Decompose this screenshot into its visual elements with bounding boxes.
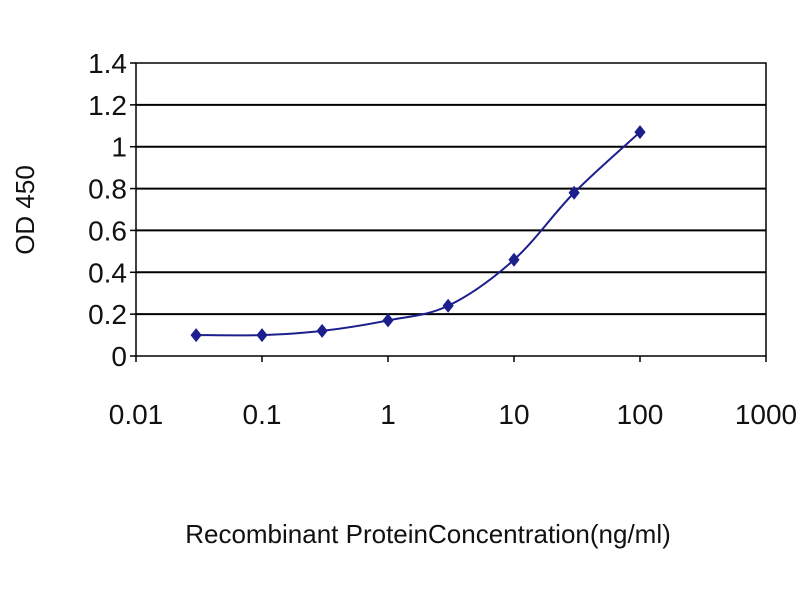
data-point-marker [442, 298, 454, 313]
x-tick-label: 0.01 [109, 399, 164, 430]
x-tick-label: 100 [617, 399, 664, 430]
data-point-marker [316, 323, 328, 338]
y-tick-label: 0.8 [88, 174, 127, 205]
data-point-marker [508, 252, 520, 267]
data-point-marker [568, 185, 580, 200]
data-point-marker [634, 125, 646, 140]
x-axis-ticks: 0.01 0.1 1 10 100 1000 [109, 356, 797, 430]
data-point-marker [382, 313, 394, 328]
y-axis-ticks: 0 0.2 0.4 0.6 0.8 1 1.2 1.4 [88, 48, 136, 372]
y-tick-label: 0.2 [88, 299, 127, 330]
data-point-marker [190, 328, 202, 343]
gridlines [136, 103, 766, 316]
plot-area [135, 62, 767, 357]
data-point-marker [256, 328, 268, 343]
y-tick-label: 0 [111, 341, 127, 372]
x-axis-title: Recombinant ProteinConcentration(ng/ml) [185, 519, 671, 549]
y-tick-label: 0.4 [88, 257, 127, 288]
y-axis-title: OD 450 [10, 165, 40, 255]
y-tick-label: 1.2 [88, 90, 127, 121]
x-tick-label: 1000 [735, 399, 797, 430]
x-tick-label: 10 [498, 399, 529, 430]
x-tick-label: 0.1 [243, 399, 282, 430]
y-tick-label: 1 [111, 132, 127, 163]
x-tick-label: 1 [380, 399, 396, 430]
y-tick-label: 0.6 [88, 215, 127, 246]
series-markers [190, 125, 646, 343]
y-tick-label: 1.4 [88, 48, 127, 79]
